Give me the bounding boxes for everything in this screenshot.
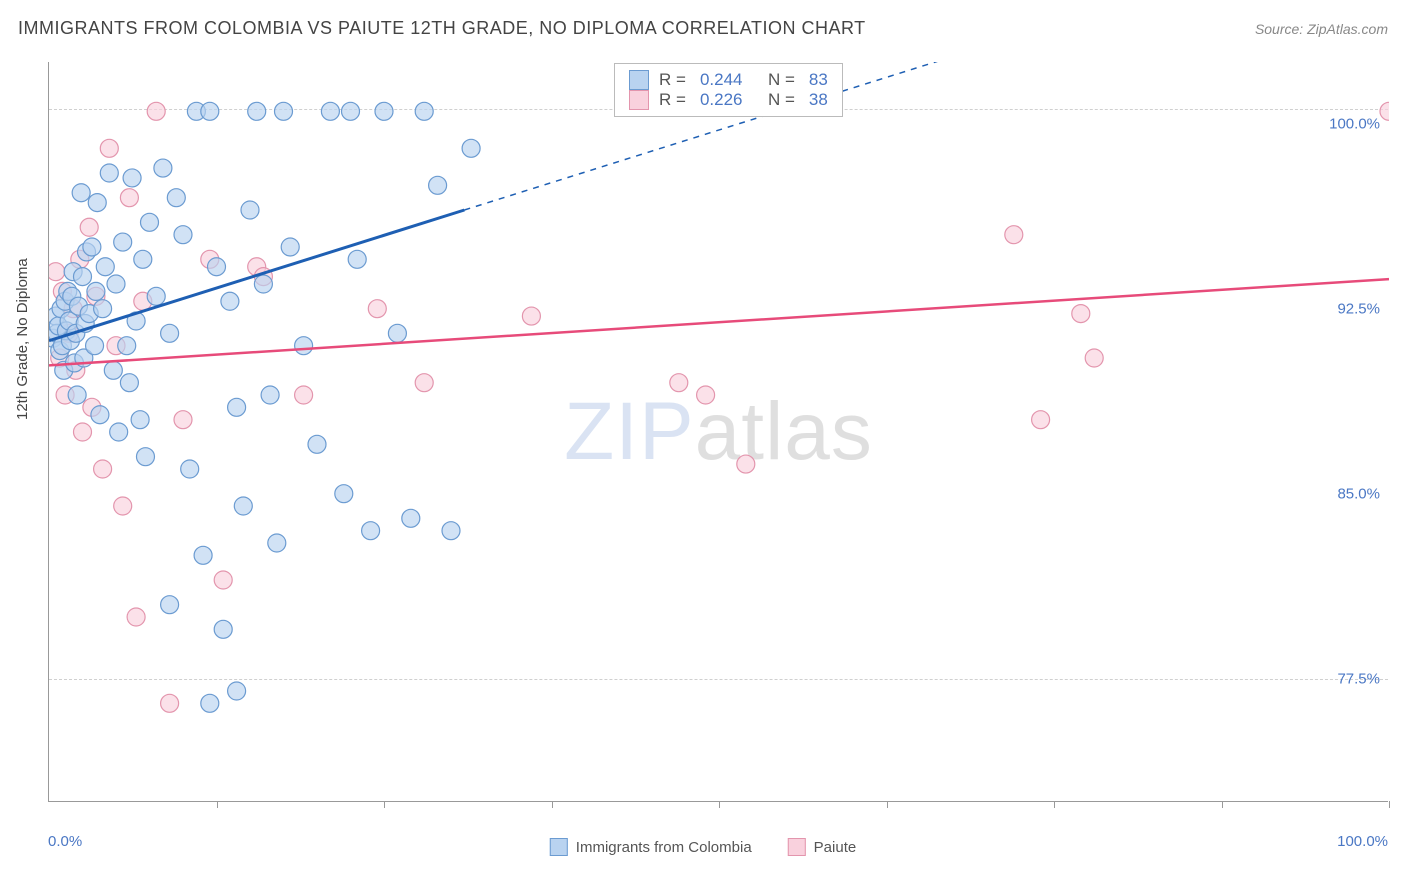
x-axis-min-label: 0.0%	[48, 833, 82, 850]
plot-area: ZIPatlas R = 0.244 N = 83 R = 0.226 N = …	[48, 62, 1388, 802]
swatch-paiute	[629, 90, 649, 110]
stat-r-label: R =	[659, 90, 686, 110]
stat-n-paiute: 38	[809, 90, 828, 110]
stat-n-colombia: 83	[809, 70, 828, 90]
swatch-colombia	[550, 838, 568, 856]
legend-row-paiute: R = 0.226 N = 38	[629, 90, 828, 110]
stat-r-paiute: 0.226	[700, 90, 758, 110]
swatch-paiute	[788, 838, 806, 856]
legend-label-paiute: Paiute	[814, 839, 857, 856]
legend-item-paiute: Paiute	[788, 838, 857, 856]
y-axis-label: 12th Grade, No Diploma	[14, 258, 31, 420]
stat-r-colombia: 0.244	[700, 70, 758, 90]
stat-n-label: N =	[768, 70, 795, 90]
x-axis-max-label: 100.0%	[1337, 833, 1388, 850]
legend-row-colombia: R = 0.244 N = 83	[629, 70, 828, 90]
stat-n-label: N =	[768, 90, 795, 110]
stat-r-label: R =	[659, 70, 686, 90]
series-legend: Immigrants from Colombia Paiute	[550, 838, 856, 856]
chart-header: IMMIGRANTS FROM COLOMBIA VS PAIUTE 12TH …	[18, 18, 1388, 39]
legend-item-colombia: Immigrants from Colombia	[550, 838, 752, 856]
swatch-colombia	[629, 70, 649, 90]
scatter-svg	[49, 62, 1389, 802]
correlation-legend: R = 0.244 N = 83 R = 0.226 N = 38	[614, 63, 843, 117]
source-attribution: Source: ZipAtlas.com	[1255, 21, 1388, 37]
legend-label-colombia: Immigrants from Colombia	[576, 839, 752, 856]
chart-title: IMMIGRANTS FROM COLOMBIA VS PAIUTE 12TH …	[18, 18, 866, 39]
